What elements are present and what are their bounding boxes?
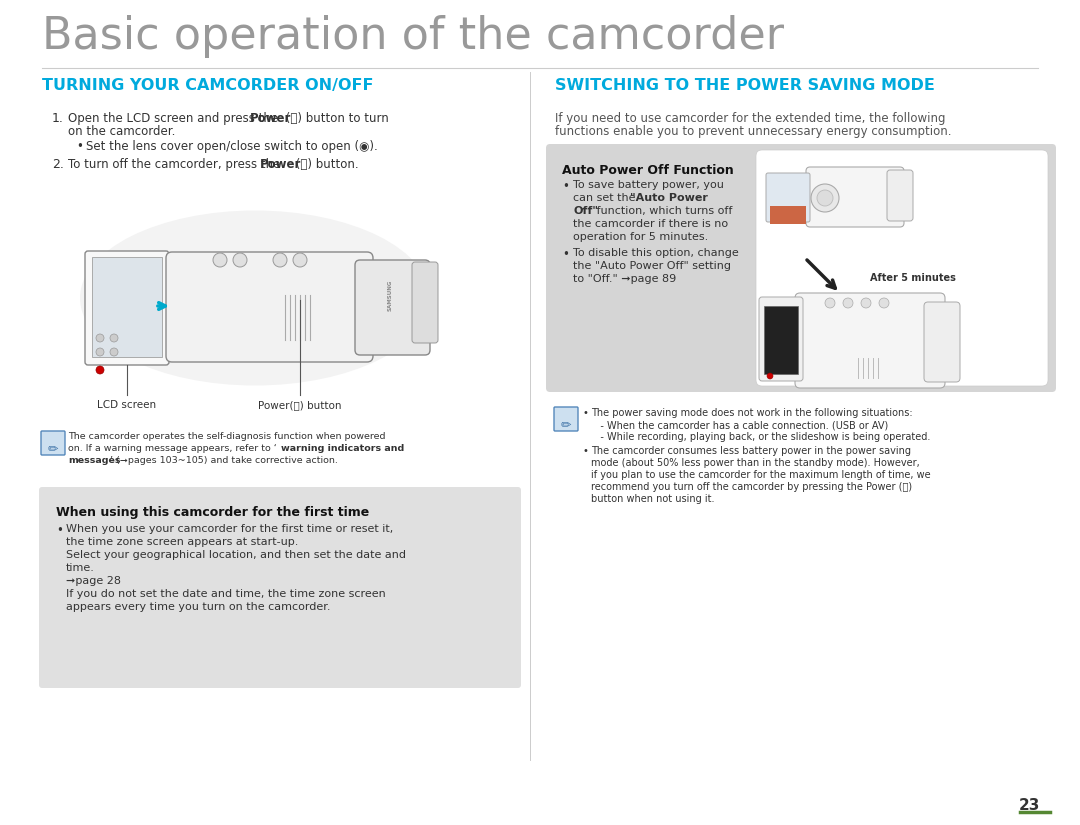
Text: 23: 23	[1018, 798, 1040, 813]
Text: The camcorder consumes less battery power in the power saving: The camcorder consumes less battery powe…	[591, 446, 912, 456]
Text: SWITCHING TO THE POWER SAVING MODE: SWITCHING TO THE POWER SAVING MODE	[555, 78, 935, 93]
Circle shape	[825, 298, 835, 308]
Circle shape	[861, 298, 870, 308]
Text: When using this camcorder for the first time: When using this camcorder for the first …	[56, 506, 369, 519]
FancyBboxPatch shape	[806, 167, 904, 227]
Text: After 5 minutes: After 5 minutes	[870, 273, 956, 283]
FancyBboxPatch shape	[759, 297, 804, 381]
Text: button when not using it.: button when not using it.	[591, 494, 715, 504]
Text: - When the camcorder has a cable connection. (USB or AV): - When the camcorder has a cable connect…	[591, 420, 888, 430]
FancyBboxPatch shape	[770, 206, 806, 224]
Text: if you plan to use the camcorder for the maximum length of time, we: if you plan to use the camcorder for the…	[591, 470, 931, 480]
Text: Open the LCD screen and press the: Open the LCD screen and press the	[68, 112, 282, 125]
Text: to "Off." ➞page 89: to "Off." ➞page 89	[573, 274, 676, 284]
Text: SAMSUNG: SAMSUNG	[388, 280, 392, 311]
FancyBboxPatch shape	[756, 150, 1048, 386]
Text: messages: messages	[68, 456, 121, 465]
Circle shape	[273, 253, 287, 267]
Circle shape	[110, 348, 118, 356]
Text: on the camcorder.: on the camcorder.	[68, 125, 175, 138]
Text: Basic operation of the camcorder: Basic operation of the camcorder	[42, 15, 784, 58]
Text: function, which turns off: function, which turns off	[593, 206, 732, 216]
Text: the "Auto Power Off" setting: the "Auto Power Off" setting	[573, 261, 731, 271]
Text: To turn off the camcorder, press the: To turn off the camcorder, press the	[68, 158, 284, 171]
Text: Power(⏻) button: Power(⏻) button	[258, 400, 341, 410]
Text: time.: time.	[66, 563, 95, 573]
Circle shape	[96, 348, 104, 356]
Text: 2.: 2.	[52, 158, 64, 171]
Text: •: •	[56, 524, 63, 537]
Text: The camcorder operates the self-diagnosis function when powered: The camcorder operates the self-diagnosi…	[68, 432, 386, 441]
FancyBboxPatch shape	[355, 260, 430, 355]
Circle shape	[816, 190, 833, 206]
Text: ✏: ✏	[48, 443, 58, 456]
Text: Select your geographical location, and then set the date and: Select your geographical location, and t…	[66, 550, 406, 560]
Text: the camcorder if there is no: the camcorder if there is no	[573, 219, 728, 229]
Text: •: •	[583, 446, 589, 456]
Text: operation for 5 minutes.: operation for 5 minutes.	[573, 232, 708, 242]
Text: Auto Power Off Function: Auto Power Off Function	[562, 164, 733, 177]
Text: "Auto Power: "Auto Power	[630, 193, 707, 203]
FancyBboxPatch shape	[411, 262, 438, 343]
Circle shape	[767, 373, 773, 379]
Circle shape	[233, 253, 247, 267]
FancyBboxPatch shape	[766, 173, 810, 222]
Circle shape	[110, 334, 118, 342]
Text: (⏻) button to turn: (⏻) button to turn	[282, 112, 389, 125]
FancyBboxPatch shape	[546, 144, 1056, 392]
FancyBboxPatch shape	[924, 302, 960, 382]
Text: Power: Power	[249, 112, 292, 125]
Text: To save battery power, you: To save battery power, you	[573, 180, 724, 190]
Text: Set the lens cover open/close switch to open (◉).: Set the lens cover open/close switch to …	[86, 140, 378, 153]
Circle shape	[96, 334, 104, 342]
FancyBboxPatch shape	[166, 252, 373, 362]
Text: If you need to use camcorder for the extended time, the following: If you need to use camcorder for the ext…	[555, 112, 945, 125]
Text: 1.: 1.	[52, 112, 64, 125]
FancyBboxPatch shape	[92, 257, 162, 357]
Text: appears every time you turn on the camcorder.: appears every time you turn on the camco…	[66, 602, 330, 612]
Text: LCD screen: LCD screen	[97, 400, 157, 410]
Text: Power: Power	[260, 158, 301, 171]
Text: •: •	[76, 140, 83, 153]
Text: To disable this option, change: To disable this option, change	[573, 248, 739, 258]
Text: Off": Off"	[573, 206, 598, 216]
Text: ✏: ✏	[561, 419, 571, 432]
Text: The power saving mode does not work in the following situations:: The power saving mode does not work in t…	[591, 408, 913, 418]
Text: TURNING YOUR CAMCORDER ON/OFF: TURNING YOUR CAMCORDER ON/OFF	[42, 78, 374, 93]
Text: can set the: can set the	[573, 193, 639, 203]
Circle shape	[879, 298, 889, 308]
Circle shape	[213, 253, 227, 267]
Text: When you use your camcorder for the first time or reset it,: When you use your camcorder for the firs…	[66, 524, 393, 534]
Text: (⏻) button.: (⏻) button.	[292, 158, 359, 171]
Text: •: •	[562, 248, 569, 261]
Text: •: •	[583, 408, 589, 418]
Circle shape	[843, 298, 853, 308]
FancyBboxPatch shape	[85, 251, 168, 365]
Text: recommend you turn off the camcorder by pressing the Power (⏻): recommend you turn off the camcorder by …	[591, 482, 913, 492]
Text: ➞page 28: ➞page 28	[66, 576, 121, 586]
Text: warning indicators and: warning indicators and	[281, 444, 404, 453]
Ellipse shape	[80, 210, 430, 385]
Text: - While recording, playing back, or the slideshow is being operated.: - While recording, playing back, or the …	[591, 432, 930, 442]
FancyBboxPatch shape	[554, 407, 578, 431]
FancyBboxPatch shape	[39, 487, 521, 688]
Text: functions enable you to prevent unnecessary energy consumption.: functions enable you to prevent unnecess…	[555, 125, 951, 138]
FancyBboxPatch shape	[795, 293, 945, 388]
Text: If you do not set the date and time, the time zone screen: If you do not set the date and time, the…	[66, 589, 386, 599]
Text: on. If a warning message appears, refer to ‘: on. If a warning message appears, refer …	[68, 444, 276, 453]
Text: mode (about 50% less power than in the standby mode). However,: mode (about 50% less power than in the s…	[591, 458, 920, 468]
FancyBboxPatch shape	[41, 431, 65, 455]
Text: ’ (➞pages 103~105) and take corrective action.: ’ (➞pages 103~105) and take corrective a…	[110, 456, 338, 465]
Circle shape	[96, 366, 104, 374]
FancyBboxPatch shape	[764, 306, 798, 374]
Text: •: •	[562, 180, 569, 193]
FancyBboxPatch shape	[887, 170, 913, 221]
Text: the time zone screen appears at start-up.: the time zone screen appears at start-up…	[66, 537, 298, 547]
Circle shape	[293, 253, 307, 267]
Circle shape	[811, 184, 839, 212]
